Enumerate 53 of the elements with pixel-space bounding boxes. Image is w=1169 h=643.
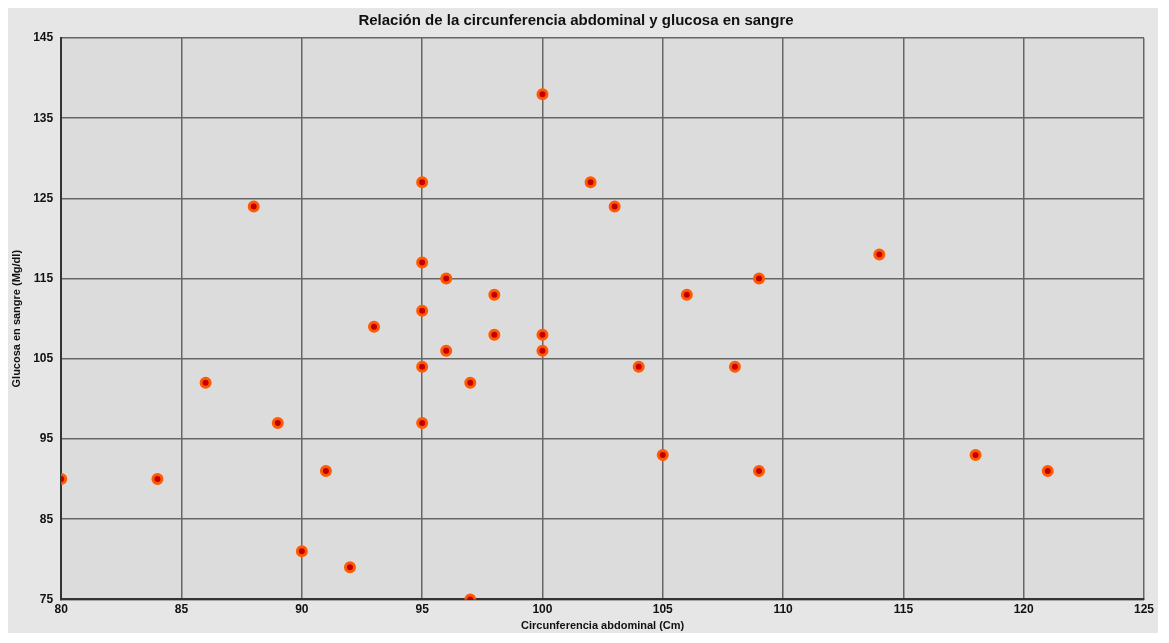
point: [608, 200, 621, 213]
point: [536, 328, 549, 341]
point: [295, 545, 308, 558]
point: [728, 360, 741, 373]
x-tick-label: 80: [54, 601, 69, 616]
point: [1041, 465, 1054, 478]
point: [199, 376, 212, 389]
point: [536, 88, 549, 101]
point: [247, 200, 260, 213]
point: [753, 465, 766, 478]
x-tick-label: 95: [415, 601, 430, 616]
point: [343, 561, 356, 574]
point: [536, 344, 549, 357]
point: [873, 248, 886, 261]
x-tick-label: 125: [1133, 601, 1155, 616]
y-tick-label: 115: [33, 270, 54, 285]
point: [416, 176, 429, 189]
y-tick-label: 125: [33, 190, 54, 205]
x-tick-label: 90: [295, 601, 309, 616]
point: [680, 288, 693, 301]
point: [753, 272, 766, 285]
point: [416, 304, 429, 317]
x-tick-label: 100: [532, 601, 553, 616]
y-axis-title: Glucosa en sangre (Mg/dl): [9, 249, 22, 388]
y-tick-label: 145: [33, 30, 54, 45]
x-tick-label: 105: [652, 601, 674, 616]
y-tick-label: 85: [39, 511, 54, 526]
point: [368, 320, 381, 333]
y-tick-label: 135: [33, 110, 54, 125]
point: [440, 344, 453, 357]
point: [416, 416, 429, 429]
y-tick-label: 75: [39, 591, 54, 606]
point: [632, 360, 645, 373]
y-tick-label: 105: [33, 351, 54, 366]
chart-title: Relación de la circunferencia abdominal y glucosa en sangre: [358, 11, 794, 29]
point: [656, 449, 669, 462]
point: [969, 449, 982, 462]
point: [440, 272, 453, 285]
point: [416, 360, 429, 373]
point: [488, 288, 501, 301]
x-tick-label: 115: [893, 601, 914, 616]
x-axis-title: Circunferencia abdominal (Cm): [521, 619, 685, 632]
point: [464, 376, 477, 389]
point: [319, 465, 332, 478]
x-tick-label: 120: [1013, 601, 1035, 616]
point: [271, 416, 284, 429]
point: [584, 176, 597, 189]
point: [488, 328, 501, 341]
point: [151, 473, 164, 486]
point: [416, 256, 429, 269]
x-tick-label: 85: [174, 601, 189, 616]
y-tick-label: 95: [39, 431, 54, 446]
x-tick-label: 110: [773, 601, 794, 616]
